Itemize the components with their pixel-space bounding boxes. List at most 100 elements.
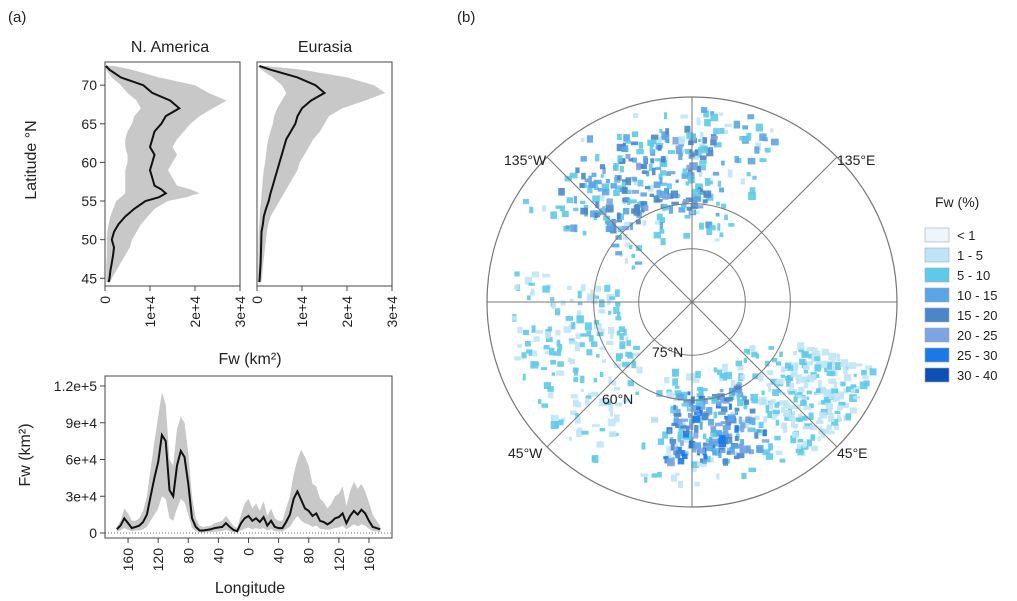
map-wetland-cell: [685, 425, 690, 434]
map-wetland-cell: [606, 340, 614, 345]
map-wetland-cell: [737, 381, 742, 386]
legend-label: 20 - 25: [957, 328, 997, 343]
na-profile-chart: N. America Latitude °N 45 50 55 60 65 70 0 1e+…: [23, 39, 248, 328]
map-wetland-cell: [584, 178, 592, 183]
map-wetland-cell: [698, 417, 704, 424]
map-wetland-cell: [614, 387, 621, 391]
map-wetland-cell: [812, 374, 817, 381]
map-wetland-cell: [751, 351, 758, 358]
map-wetland-cell: [758, 421, 764, 429]
map-wetland-cell: [676, 446, 682, 454]
map-wetland-cell: [820, 408, 828, 416]
map-wetland-cell: [608, 431, 617, 438]
map-wetland-cell: [680, 391, 687, 400]
legend-label: 5 - 10: [957, 268, 990, 283]
map-wetland-cell: [709, 146, 713, 152]
map-wetland-cell: [677, 434, 682, 443]
map-wetland-cell: [585, 398, 590, 406]
map-wetland-cell: [619, 213, 624, 221]
map-wetland-cell: [720, 396, 725, 404]
map-wetland-cell: [767, 410, 773, 418]
map-wetland-cell: [735, 360, 742, 367]
map-wetland-cell: [680, 450, 686, 456]
map-wetland-cell: [822, 360, 829, 367]
map-wetland-cell: [801, 415, 808, 421]
map-wetland-cell: [631, 208, 635, 214]
map-wetland-cell: [656, 390, 663, 397]
map-wetland-cell: [687, 391, 691, 396]
map-wetland-cell: [711, 428, 717, 433]
map-wetland-cell: [803, 369, 809, 374]
map-wetland-cell: [739, 392, 744, 398]
map-wetland-cell: [677, 431, 686, 440]
map-wetland-cell: [549, 347, 555, 356]
na-ytick-label: 65: [81, 116, 97, 132]
map-wetland-cell: [820, 361, 824, 368]
map-wetland-cell: [793, 351, 798, 356]
map-wetland-cell: [567, 357, 572, 362]
map-wetland-cell: [758, 374, 764, 382]
map-wetland-cell: [734, 425, 739, 433]
map-wetland-cell: [625, 154, 631, 159]
map-wetland-cell: [664, 187, 669, 195]
legend-label: 1 - 5: [957, 248, 983, 263]
map-wetland-cell: [577, 290, 582, 299]
map-outer-circle: [486, 96, 898, 508]
map-wetland-cell: [693, 442, 701, 450]
na-range-area: [105, 65, 227, 283]
map-wetland-cell: [768, 346, 774, 350]
map-wetland-cell: [629, 244, 633, 250]
map-wetland-cell: [814, 364, 822, 372]
map-wetland-cell: [699, 131, 704, 138]
map-wetland-cell: [632, 131, 639, 137]
map-wetland-cell: [777, 378, 784, 385]
na-y-axis: 45 50 55 60 65 70: [81, 77, 105, 286]
map-wetland-cell: [657, 438, 665, 445]
map-wetland-cell: [806, 390, 812, 395]
map-wetland-cell: [770, 378, 778, 385]
map-wetland-cell: [555, 308, 561, 316]
map-wetland-cell: [639, 164, 648, 170]
map-wetland-cell: [579, 342, 585, 348]
map-wetland-cell: [640, 473, 649, 477]
map-wetland-cell: [643, 205, 649, 211]
map-wetland-cell: [533, 336, 540, 342]
map-wetland-cell: [743, 357, 748, 364]
map-wetland-cell: [531, 288, 535, 295]
legend-label: 15 - 20: [957, 308, 997, 323]
na-xtick-label: 2e+4: [187, 296, 203, 328]
map-wetland-cell: [783, 403, 791, 409]
map-wetland-cell: [683, 199, 690, 204]
map-wetland-cell: [818, 401, 822, 405]
map-wetland-cell: [727, 169, 733, 178]
map-wetland-cell: [784, 415, 792, 421]
map-wetland-cell: [636, 149, 644, 155]
map-wetland-cell: [702, 442, 708, 446]
map-wetland-cell: [622, 398, 631, 403]
map-wetland-cell: [715, 430, 722, 436]
map-wetland-cell: [734, 436, 739, 441]
map-wetland-cell: [613, 189, 620, 196]
map-wetland-cell: [637, 179, 644, 187]
map-wetland-cell: [669, 439, 677, 444]
map-wetland-cell: [843, 374, 852, 382]
map-wetland-cell: [855, 389, 859, 394]
panel-a-label: (a): [8, 9, 26, 26]
map-wetland-cell: [837, 405, 843, 411]
map-wetland-cell: [806, 439, 812, 447]
map-wetland-cell: [837, 414, 841, 423]
map-wetland-cell: [512, 316, 517, 321]
map-wetland-cell: [788, 414, 795, 420]
map-wetland-cell: [664, 134, 670, 143]
map-wetland-cell: [633, 345, 640, 350]
map-wetland-cell: [615, 251, 623, 256]
map-wetland-cell: [658, 173, 663, 180]
map-wetland-cell: [696, 117, 701, 126]
map-wetland-cell: [715, 212, 720, 217]
map-wetland-cell: [569, 340, 577, 345]
map-wetland-cell: [733, 120, 741, 129]
lon-range-area: [116, 392, 381, 533]
map-wetland-cell: [746, 172, 751, 177]
map-wetland-cell: [694, 425, 699, 433]
map-wetland-cell: [570, 394, 578, 399]
